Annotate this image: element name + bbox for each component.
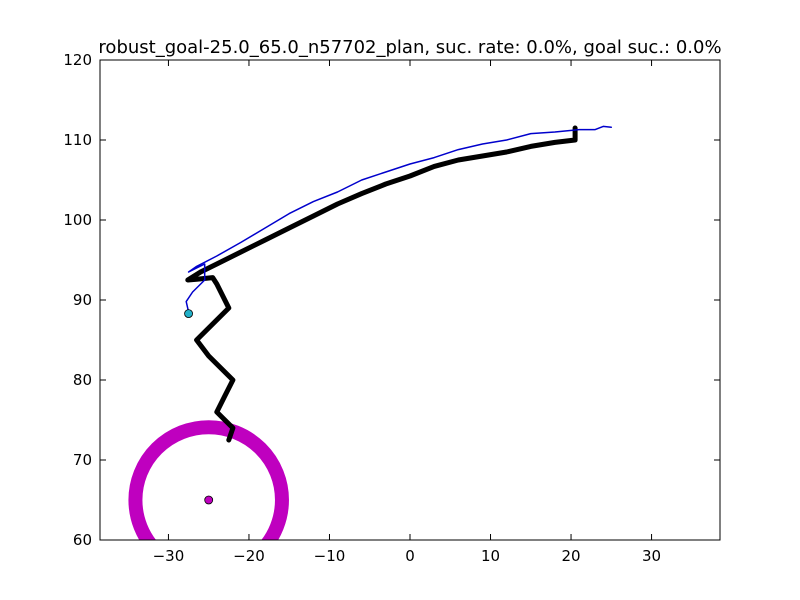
x-tick-label: 20 [561,547,580,565]
plot-area [128,125,613,540]
start-marker [184,309,193,319]
x-tick-label: −30 [153,547,185,565]
planned-path-line [185,125,578,443]
y-tick-label: 70 [73,451,92,469]
y-tick-label: 120 [63,51,92,69]
chart-title: robust_goal-25.0_65.0_n57702_plan, suc. … [98,37,721,58]
x-tick-label: −20 [233,547,265,565]
x-axis: −30 −20 −10 0 10 20 30 [153,60,661,565]
y-tick-label: 110 [63,131,92,149]
goal-circle [128,420,289,540]
y-axis: 60 70 80 90 100 110 120 [63,51,720,549]
y-tick-label: 80 [73,371,92,389]
goal-center-marker [204,495,214,505]
y-tick-label: 60 [73,531,92,549]
executed-path-line [185,125,613,313]
x-tick-label: −10 [314,547,346,565]
y-tick-label: 90 [73,291,92,309]
x-tick-label: 30 [642,547,661,565]
x-tick-label: 10 [481,547,500,565]
y-tick-label: 100 [63,211,92,229]
x-tick-label: 0 [405,547,415,565]
